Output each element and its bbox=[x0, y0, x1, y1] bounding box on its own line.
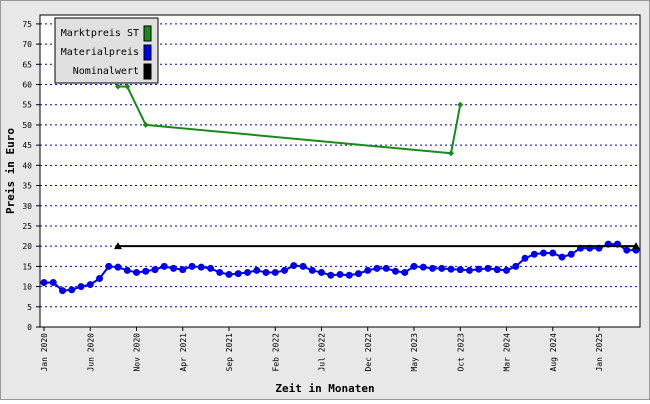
x-tick-label: Nov 2020 bbox=[133, 333, 142, 372]
x-tick-label: Jul 2022 bbox=[318, 333, 327, 372]
legend-swatch bbox=[144, 26, 151, 41]
legend-swatch bbox=[144, 45, 151, 60]
x-tick-label: Jan 2025 bbox=[595, 333, 604, 372]
y-tick-label: 50 bbox=[22, 121, 32, 130]
data-point bbox=[485, 265, 492, 272]
data-point bbox=[549, 250, 556, 257]
data-point bbox=[272, 269, 279, 276]
data-point bbox=[337, 271, 344, 278]
data-point bbox=[133, 269, 140, 276]
data-point bbox=[152, 266, 159, 273]
data-point bbox=[512, 263, 519, 270]
data-point bbox=[466, 267, 473, 274]
x-tick-label: Mar 2024 bbox=[503, 333, 512, 372]
data-point bbox=[494, 266, 501, 273]
y-tick-label: 65 bbox=[22, 60, 32, 69]
x-tick-label: Oct 2023 bbox=[456, 333, 465, 372]
data-point bbox=[216, 269, 223, 276]
data-point bbox=[290, 262, 297, 269]
x-tick-label: Jun 2020 bbox=[86, 333, 95, 372]
data-point bbox=[87, 281, 94, 288]
x-tick-label: Apr 2021 bbox=[179, 333, 188, 372]
data-point bbox=[318, 269, 325, 276]
data-point bbox=[300, 263, 307, 270]
data-point bbox=[540, 250, 547, 257]
data-point bbox=[78, 283, 85, 290]
data-point bbox=[253, 267, 260, 274]
data-point bbox=[96, 275, 103, 282]
x-tick-label: Feb 2022 bbox=[271, 333, 280, 372]
data-point bbox=[115, 264, 122, 271]
legend-label: Nominalwert bbox=[73, 66, 139, 77]
data-point bbox=[364, 267, 371, 274]
data-point bbox=[327, 272, 334, 279]
y-tick-label: 20 bbox=[22, 242, 32, 251]
data-point bbox=[161, 263, 168, 270]
data-point bbox=[522, 255, 529, 262]
y-tick-label: 60 bbox=[22, 81, 32, 90]
data-point bbox=[235, 270, 242, 277]
data-point bbox=[68, 286, 75, 293]
data-point bbox=[198, 264, 205, 271]
data-point bbox=[475, 266, 482, 273]
data-point bbox=[226, 271, 233, 278]
x-tick-label: May 2023 bbox=[410, 333, 419, 372]
data-point bbox=[457, 266, 464, 273]
data-point bbox=[438, 265, 445, 272]
x-axis-title: Zeit in Monaten bbox=[275, 382, 374, 395]
data-point bbox=[531, 251, 538, 258]
data-point bbox=[142, 268, 149, 275]
x-tick-label: Jan 2020 bbox=[40, 333, 49, 372]
data-point bbox=[309, 267, 316, 274]
legend-swatch bbox=[144, 64, 151, 79]
y-tick-label: 45 bbox=[22, 141, 32, 150]
y-tick-label: 35 bbox=[22, 182, 32, 191]
data-point bbox=[568, 251, 575, 258]
data-point bbox=[448, 266, 455, 273]
data-point bbox=[41, 279, 48, 286]
data-point bbox=[244, 269, 251, 276]
data-point bbox=[170, 265, 177, 272]
data-point bbox=[374, 265, 381, 272]
data-point bbox=[411, 263, 418, 270]
data-point bbox=[124, 267, 131, 274]
y-tick-label: 40 bbox=[22, 161, 32, 170]
data-point bbox=[50, 279, 57, 286]
y-tick-label: 0 bbox=[27, 323, 32, 332]
data-point bbox=[401, 269, 408, 276]
data-point bbox=[207, 265, 214, 272]
y-axis-title: Preis in Euro bbox=[4, 128, 17, 214]
data-point bbox=[420, 264, 427, 271]
data-point bbox=[559, 254, 566, 261]
x-tick-label: Sep 2021 bbox=[225, 333, 234, 372]
data-point bbox=[383, 265, 390, 272]
y-tick-label: 5 bbox=[27, 303, 32, 312]
y-tick-label: 70 bbox=[22, 40, 32, 49]
y-tick-label: 10 bbox=[22, 283, 32, 292]
y-tick-label: 75 bbox=[22, 20, 32, 29]
data-point bbox=[281, 267, 288, 274]
x-tick-label: Dec 2022 bbox=[364, 333, 373, 372]
legend-label: Materialpreis bbox=[61, 47, 139, 58]
data-point bbox=[189, 263, 196, 270]
data-point bbox=[503, 267, 510, 274]
data-point bbox=[355, 270, 362, 277]
data-point bbox=[623, 247, 630, 254]
y-tick-label: 55 bbox=[22, 101, 32, 110]
data-point bbox=[429, 265, 436, 272]
data-point bbox=[392, 268, 399, 275]
data-point bbox=[263, 269, 270, 276]
data-point bbox=[179, 266, 186, 273]
x-tick-label: Aug 2024 bbox=[549, 333, 558, 372]
data-point bbox=[59, 287, 66, 294]
y-tick-label: 25 bbox=[22, 222, 32, 231]
y-tick-label: 15 bbox=[22, 262, 32, 271]
data-point bbox=[346, 272, 353, 279]
y-tick-label: 30 bbox=[22, 202, 32, 211]
legend-label: Marktpreis ST bbox=[61, 28, 139, 39]
data-point bbox=[105, 263, 112, 270]
